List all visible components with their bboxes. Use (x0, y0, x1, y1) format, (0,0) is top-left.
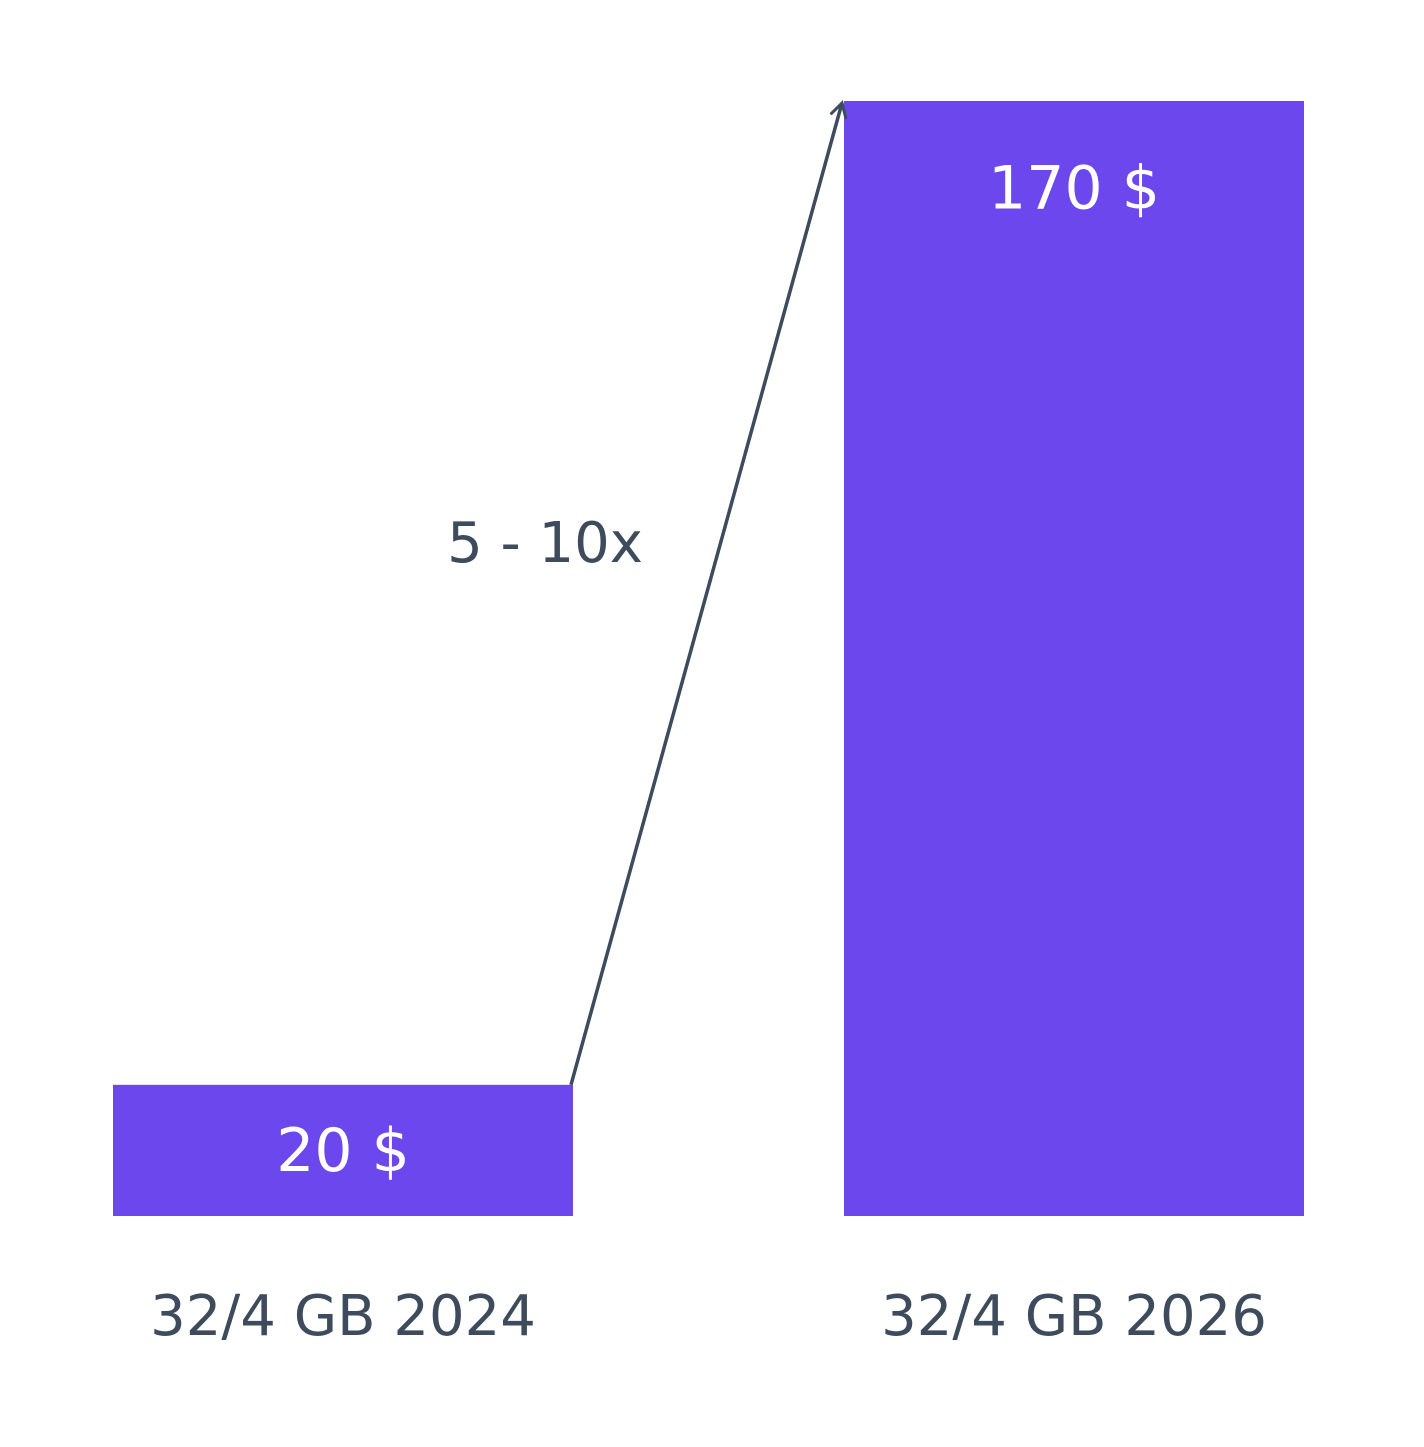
value-label: 170 $ (988, 154, 1160, 224)
x-tick-label: 32/4 GB 2026 (881, 1284, 1267, 1349)
arrow (569, 100, 848, 1086)
annotation: 5 - 10x (447, 511, 643, 576)
x-tick-label: 32/4 GB 2024 (150, 1284, 536, 1349)
value-label: 20 $ (276, 1116, 410, 1186)
bar (113, 1084, 573, 1216)
bar (844, 101, 1304, 1216)
